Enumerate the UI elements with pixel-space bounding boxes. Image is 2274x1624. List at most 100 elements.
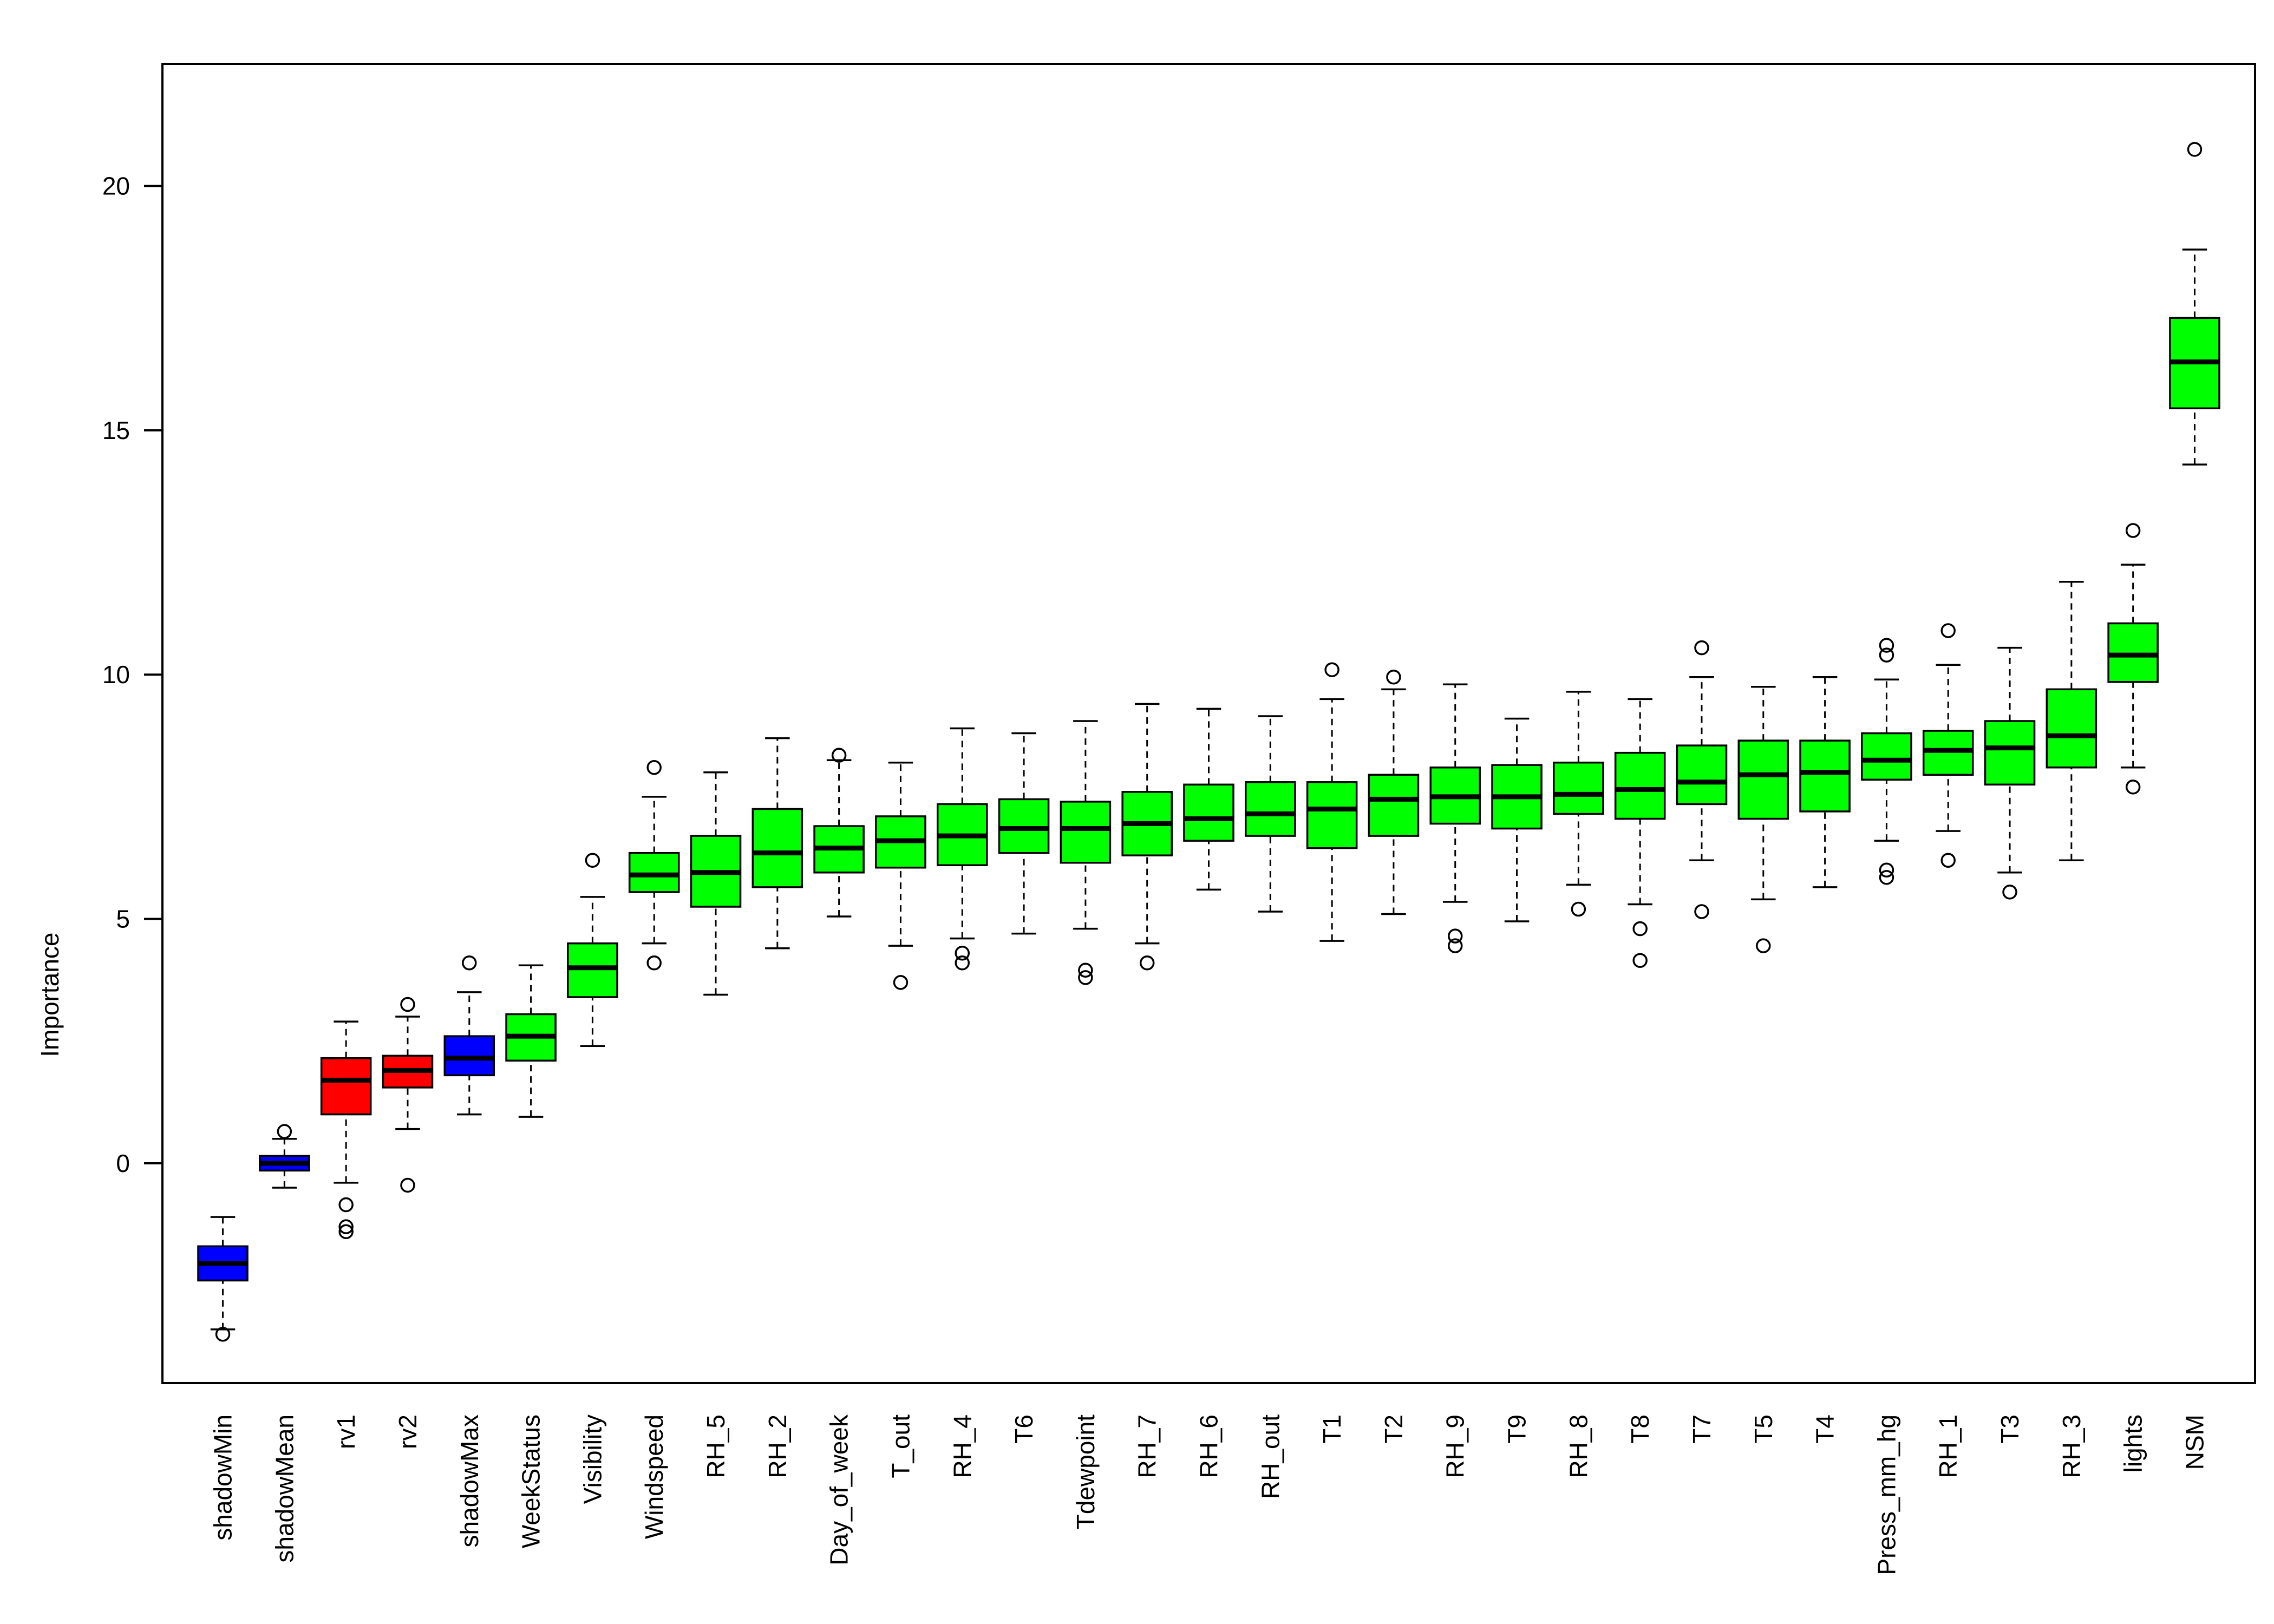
outlier-point — [1139, 955, 1155, 971]
x-tick-label: RH_5 — [702, 1415, 730, 1478]
x-tick-label: Press_mm_hg — [1872, 1415, 1900, 1575]
box-T4 — [1799, 676, 1851, 888]
box-Visibility — [567, 853, 618, 1047]
x-tick-label: T6 — [1010, 1415, 1038, 1444]
box-body — [998, 798, 1050, 854]
boxes-layer — [197, 142, 2220, 1342]
box-body — [628, 852, 680, 893]
box-body — [2107, 622, 2159, 683]
x-tick-label: T4 — [1811, 1415, 1839, 1444]
outlier-point — [1078, 970, 1093, 985]
box-Tdewpoint — [1060, 720, 1112, 985]
outlier-point — [462, 955, 477, 971]
outlier-point — [338, 1197, 354, 1213]
y-tick-label: 20 — [102, 172, 130, 200]
x-tick-label: RH_2 — [763, 1415, 792, 1478]
outlier-point — [585, 853, 600, 868]
box-body — [2046, 688, 2097, 769]
outlier-point — [1324, 662, 1339, 677]
box-body — [1984, 720, 2036, 786]
outlier-point — [831, 748, 847, 763]
box-T7 — [1676, 640, 1728, 919]
x-tick-label: RH_1 — [1934, 1415, 1962, 1478]
outlier-point — [955, 955, 970, 971]
outlier-point — [338, 1219, 354, 1234]
box-body — [1861, 732, 1912, 781]
outlier-point — [2187, 142, 2203, 157]
outlier-point — [1447, 938, 1463, 953]
box-body — [567, 942, 618, 998]
x-tick-label: T_out — [886, 1415, 914, 1478]
x-tick-label: shadowMax — [455, 1415, 483, 1547]
box-T1 — [1306, 662, 1358, 942]
box-rv1 — [320, 1020, 372, 1239]
box-body — [1676, 744, 1728, 806]
box-body — [1306, 781, 1358, 849]
box-T6 — [998, 732, 1050, 935]
box-body — [320, 1057, 372, 1116]
box-T5 — [1737, 686, 1789, 953]
plot-frame — [161, 63, 2256, 1384]
box-RH_out — [1245, 715, 1296, 913]
x-tick-label: Tdewpoint — [1071, 1415, 1100, 1529]
x-tick-label: shadowMean — [270, 1415, 298, 1563]
box-Windspeed — [628, 759, 680, 971]
y-axis: 0 5 10 15 20 — [102, 172, 162, 1177]
outlier-point — [893, 975, 909, 990]
y-axis-label: Importance — [36, 932, 64, 1057]
x-tick-label: RH_out — [1256, 1415, 1284, 1499]
x-tick-label: RH_6 — [1195, 1415, 1223, 1478]
x-tick-label: Windspeed — [640, 1415, 668, 1539]
y-tick-label: 10 — [102, 660, 130, 689]
box-shadowMean — [259, 1124, 310, 1189]
box-RH_3 — [2046, 580, 2097, 861]
box-RH_7 — [1121, 703, 1173, 971]
outlier-point — [215, 1326, 231, 1342]
outlier-point — [1940, 623, 1956, 638]
outlier-point — [1694, 640, 1709, 656]
outlier-point — [400, 1177, 415, 1193]
outlier-point — [955, 945, 970, 961]
box-body — [1737, 739, 1789, 820]
outlier-point — [1879, 647, 1894, 663]
box-body — [1245, 781, 1296, 837]
box-body — [1060, 801, 1112, 864]
x-tick-label: RH_7 — [1133, 1415, 1161, 1478]
outlier-point — [1756, 938, 1771, 953]
outlier-point — [1571, 901, 1586, 917]
box-shadowMin — [197, 1216, 249, 1342]
box-rv2 — [382, 997, 434, 1193]
box-RH_8 — [1553, 691, 1604, 917]
outlier-point — [1632, 921, 1648, 937]
x-tick-label: Day_of_week — [825, 1414, 853, 1566]
box-body — [1922, 730, 1974, 776]
outlier-point — [1078, 962, 1093, 978]
box-Press_mm_hg — [1861, 638, 1912, 885]
x-tick-label: T9 — [1503, 1415, 1531, 1444]
box-body — [1368, 774, 1420, 837]
x-axis-labels: shadowMin shadowMean rv1 rv2 shadowMax WeekSt… — [209, 1414, 2209, 1575]
box-T2 — [1368, 670, 1420, 915]
box-body — [1799, 739, 1851, 813]
x-tick-label: rv2 — [394, 1415, 422, 1449]
box-body — [443, 1035, 495, 1077]
y-tick-label: 5 — [116, 905, 130, 933]
x-tick-label: T8 — [1626, 1415, 1654, 1444]
outlier-point — [400, 997, 415, 1012]
outlier-point — [1879, 870, 1894, 885]
box-RH_6 — [1183, 708, 1234, 891]
outlier-point — [1632, 953, 1648, 968]
box-RH_1 — [1922, 623, 1974, 868]
outlier-point — [646, 955, 662, 971]
x-tick-label: RH_8 — [1564, 1415, 1592, 1478]
outlier-point — [1447, 928, 1463, 944]
box-body — [1614, 751, 1666, 820]
box-T3 — [1984, 646, 2036, 900]
x-tick-label: T5 — [1749, 1415, 1778, 1444]
box-NSM — [2169, 142, 2220, 466]
x-tick-label: lights — [2119, 1415, 2147, 1472]
box-body — [752, 808, 803, 888]
outlier-point — [1694, 904, 1709, 919]
x-tick-label: WeekStatus — [517, 1415, 545, 1548]
x-tick-label: T7 — [1688, 1415, 1716, 1444]
